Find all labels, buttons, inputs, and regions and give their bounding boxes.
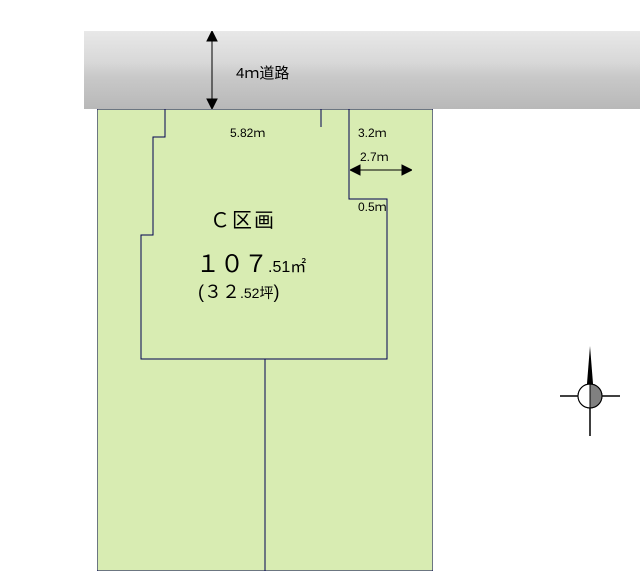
plot-svg: [97, 109, 433, 571]
dim-right-width-label: 2.7ｍ: [360, 148, 389, 165]
road-label: 4ｍ道路: [236, 62, 289, 83]
road-strip: [84, 31, 640, 109]
road-width-arrow: [205, 31, 219, 109]
dim-right-small: 0.5ｍ: [358, 198, 387, 215]
lot-name: Ｃ区画: [210, 204, 276, 233]
compass-icon: [554, 346, 626, 444]
area-int: １０７: [196, 251, 268, 278]
diagram-canvas: 4ｍ道路 5.82ｍ 3.2ｍ 2.7ｍ 0.5ｍ Ｃ区画 １０７.51㎡ (３…: [0, 0, 640, 582]
dim-top-left: 5.82ｍ: [230, 124, 265, 141]
lot-area-tsubo: (３２.52坪): [198, 278, 279, 304]
area-dec: .51: [268, 259, 290, 276]
lot-area-m2: １０７.51㎡: [196, 244, 306, 279]
tsubo-dec: .52: [240, 285, 259, 301]
dim-right-width-arrow: [350, 164, 412, 176]
tsubo-int: ３２: [204, 282, 240, 302]
dim-top-right: 3.2ｍ: [358, 124, 387, 141]
tsubo-unit: 坪: [259, 285, 273, 301]
area-unit: ㎡: [290, 259, 306, 276]
